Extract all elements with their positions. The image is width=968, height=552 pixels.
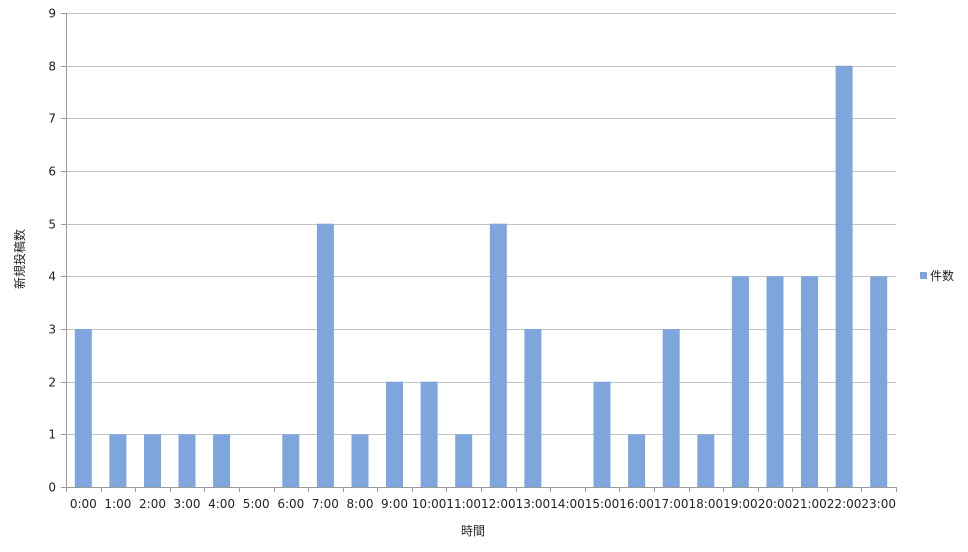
y-tick-label: 7: [48, 112, 56, 126]
y-tick-label: 8: [48, 60, 56, 74]
x-tick-label: 7:00: [312, 497, 339, 511]
bar: [386, 381, 403, 487]
y-tick-label: 0: [48, 481, 56, 495]
x-tick-label: 10:00: [412, 497, 447, 511]
bar: [835, 65, 853, 487]
x-tick-label: 21:00: [792, 497, 827, 511]
x-tick-label: 11:00: [446, 497, 481, 511]
bar: [697, 434, 715, 487]
x-tick-label: 8:00: [347, 497, 374, 511]
x-tick-label: 1:00: [104, 497, 131, 511]
bar: [662, 329, 680, 487]
y-tick-label: 2: [48, 376, 56, 390]
x-tick-label: 19:00: [723, 497, 758, 511]
bar: [109, 434, 127, 487]
y-tick-label: 6: [48, 165, 56, 179]
y-axis-title: 新規投稿数: [12, 229, 27, 289]
x-tick-label: 16:00: [619, 497, 654, 511]
y-tick-label: 3: [48, 323, 56, 337]
bar: [766, 276, 784, 487]
bar: [316, 223, 334, 487]
x-tick-label: 18:00: [689, 497, 724, 511]
y-tick-label: 4: [48, 270, 56, 284]
axes: [61, 13, 897, 492]
x-tick-label: 9:00: [381, 497, 408, 511]
bars: [74, 65, 888, 487]
x-tick-label: 17:00: [654, 497, 689, 511]
legend-swatch: [920, 272, 927, 279]
x-tick-label: 3:00: [174, 497, 201, 511]
x-tick-label: 4:00: [208, 497, 235, 511]
bar: [524, 329, 542, 487]
x-axis-tick-labels: 0:00 1:00 2:00 3:00 4:00 5:00 6:00 7:00 8:00 9:00…: [70, 497, 896, 511]
x-tick-label: 12:00: [481, 497, 516, 511]
x-tick-label: 5:00: [243, 497, 270, 511]
bar: [420, 381, 438, 487]
bar: [489, 223, 507, 487]
legend-label: 件数: [930, 268, 954, 283]
x-tick-label: 2:00: [139, 497, 166, 511]
bar: [213, 434, 231, 487]
y-tick-label: 1: [48, 428, 56, 442]
x-tick-label: 14:00: [550, 497, 585, 511]
bar: [801, 276, 818, 487]
x-tick-label: 20:00: [758, 497, 793, 511]
bar: [455, 434, 473, 487]
x-tick-label: 0:00: [70, 497, 97, 511]
gridlines: [66, 13, 896, 435]
y-tick-label: 9: [48, 7, 56, 21]
bar: [74, 329, 92, 487]
bar: [593, 381, 611, 487]
legend: 件数: [920, 268, 954, 283]
x-tick-label: 23:00: [861, 497, 896, 511]
bar: [731, 276, 749, 487]
x-tick-label: 13:00: [516, 497, 551, 511]
x-tick-label: 22:00: [827, 497, 862, 511]
bar: [628, 434, 646, 487]
bar: [351, 434, 369, 487]
bar: [282, 434, 300, 487]
bar: [178, 434, 196, 487]
x-tick-label: 15:00: [585, 497, 620, 511]
y-axis-tick-labels: 0 1 2 3 4 5 6 7 8 9: [48, 7, 56, 495]
x-tick-label: 6:00: [277, 497, 304, 511]
x-axis-title: 時間: [461, 524, 485, 538]
y-tick-label: 5: [48, 218, 56, 232]
bar: [870, 276, 888, 487]
bar: [144, 434, 161, 487]
